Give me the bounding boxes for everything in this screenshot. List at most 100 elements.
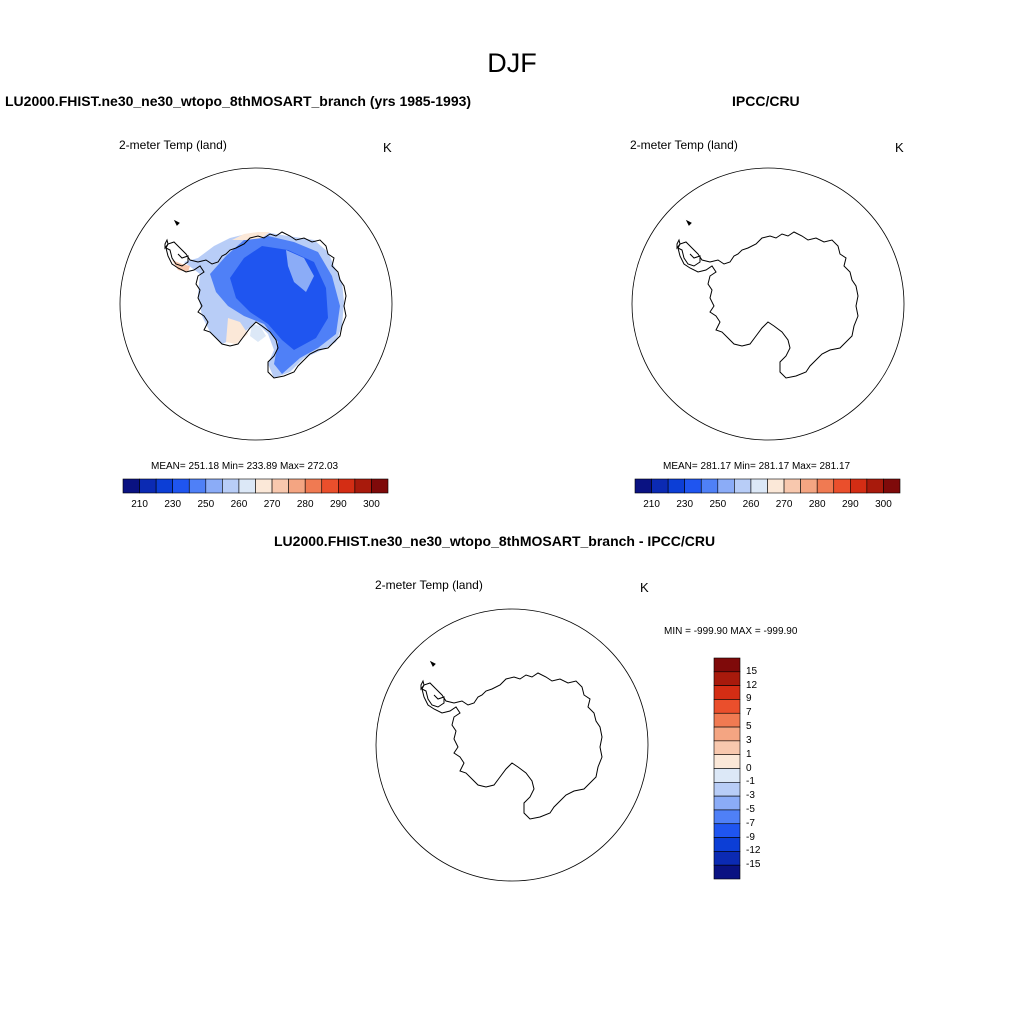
panel-3-colorbar-tick-label: -1 — [746, 776, 755, 788]
panel-3-colorbar-tick-label: 3 — [746, 734, 752, 746]
panel-1-units-label: K — [383, 140, 392, 155]
panel-3-colorbar — [713, 657, 741, 880]
panel-3-colorbar-tick-label: -9 — [746, 831, 755, 843]
panel-2-colorbar-tick-label: 210 — [643, 499, 660, 510]
panel-1-peninsula-coastline — [165, 247, 189, 267]
panel-1-colorbar-box — [288, 478, 306, 494]
panel-1-colorbar-box — [188, 478, 207, 494]
panel-2-colorbar-tick-label: 290 — [841, 499, 859, 510]
panel-1-temperature-fill-region-8 — [250, 324, 266, 342]
panel-2-island-outline — [676, 238, 681, 250]
panel-2-variable-label: 2-meter Temp (land) — [630, 138, 738, 152]
panel-3-colorbar-box — [713, 837, 741, 852]
panel-3-colorbar-labels: 15 12 9 7 5 3 1 0 -1 -3 -5 -7 -9 -12 -15 — [746, 658, 786, 879]
panel-1-colorbar-box — [371, 478, 389, 494]
panel-1-colorbar-box — [155, 478, 173, 494]
panel-3-colorbar-box — [713, 671, 741, 686]
panel-1-colorbar-labels: 210 230 250 260 270 280 290 300 — [123, 499, 388, 513]
panel-1-temperature-fill-region-6 — [232, 232, 270, 240]
panel-3-peninsula-coastline — [421, 688, 445, 708]
panel-1-colorbar-tick-label: 260 — [230, 499, 248, 510]
panel-2-colorbar-box — [634, 478, 652, 494]
panel-1-colorbar-box — [172, 478, 190, 494]
panel-1-temperature-fill-region-4 — [286, 250, 314, 292]
panel-1-stats: MEAN= 251.18 Min= 233.89 Max= 272.03 — [151, 461, 339, 472]
panel-1-colorbar-box — [205, 478, 223, 494]
panel-1-colorbar-box — [255, 478, 273, 494]
panel-2-colorbar-box — [651, 478, 669, 494]
panel-3-colorbar-box — [713, 864, 741, 880]
panel-2-title: IPCC/CRU — [732, 93, 800, 109]
panel-3-colorbar-box — [713, 851, 741, 866]
panel-3-colorbar-box — [713, 712, 741, 728]
panel-1-colorbar-tick-label: 280 — [296, 499, 314, 510]
panel-2-colorbar-box — [883, 478, 901, 494]
panel-3-colorbar-tick-label: 12 — [746, 679, 758, 691]
panel-3-colorbar-tick-label: 5 — [746, 721, 752, 733]
panel-1-colorbar-tick-label: 270 — [263, 499, 281, 510]
panel-3-antarctica-coastline — [421, 672, 603, 820]
page-title: DJF — [487, 48, 537, 78]
panel-3-colorbar-tick-label: -5 — [746, 803, 755, 815]
panel-1-colorbar-box — [238, 478, 256, 494]
panel-2-colorbar-box — [684, 478, 702, 494]
panel-3-colorbar-tick-label: -3 — [746, 790, 755, 802]
panel-2-peninsula-coastline — [677, 247, 701, 267]
panel-2-colorbar-box — [866, 478, 884, 494]
panel-3-colorbar-box — [713, 699, 741, 714]
panel-1-colorbar-box — [338, 478, 356, 494]
panel-2-colorbar-tick-label: 250 — [709, 499, 727, 510]
panel-2-map — [631, 167, 905, 441]
panel-3-colorbar-tick-label: 0 — [746, 762, 752, 774]
panel-2-colorbar-box — [700, 478, 719, 494]
panel-1-colorbar-tick-label: 210 — [131, 499, 148, 510]
panel-3-map-boundary-circle — [375, 608, 649, 882]
panel-3-island-dot — [429, 660, 436, 667]
panel-3-colorbar-box — [713, 740, 741, 755]
panel-3-colorbar-tick-label: -12 — [746, 845, 761, 857]
panel-3-colorbar-box — [713, 809, 741, 825]
panel-3-island-outline — [420, 679, 425, 691]
panel-3-title: LU2000.FHIST.ne30_ne30_wtopo_8thMOSART_b… — [274, 533, 716, 549]
panel-1-colorbar — [122, 478, 389, 494]
panel-2-colorbar-box — [783, 478, 801, 494]
panel-3-colorbar-tick-label: 15 — [746, 665, 758, 677]
panel-3-colorbar-tick-label: -15 — [746, 859, 761, 871]
panel-2-colorbar-box — [816, 478, 835, 494]
panel-2-colorbar-tick-label: 270 — [775, 499, 793, 510]
panel-1-colorbar-box — [271, 478, 289, 494]
panel-1-colorbar-box — [304, 478, 323, 494]
panel-1-colorbar-box — [321, 478, 339, 494]
panel-1-colorbar-tick-label: 290 — [329, 499, 347, 510]
panel-1-variable-label: 2-meter Temp (land) — [119, 138, 227, 152]
panel-2-colorbar-box — [800, 478, 818, 494]
panel-1-island-dot — [173, 219, 180, 226]
panel-1-colorbar-tick-label: 250 — [197, 499, 215, 510]
panel-2-colorbar-tick-label: 260 — [742, 499, 760, 510]
panel-3-colorbar-box — [713, 754, 741, 769]
panel-3-map — [375, 608, 649, 882]
panel-1-colorbar-tick-label: 230 — [164, 499, 182, 510]
panel-2-colorbar — [634, 478, 901, 494]
panel-2-colorbar-tick-label: 280 — [808, 499, 826, 510]
panel-3-colorbar-box — [713, 685, 741, 700]
panel-3-colorbar-box — [713, 782, 741, 797]
panel-1-colorbar-box — [222, 478, 240, 494]
panel-1-colorbar-box — [139, 478, 157, 494]
panel-3-units-label: K — [640, 580, 649, 595]
panel-3-colorbar-tick-label: 9 — [746, 693, 752, 705]
panel-2-antarctica-coastline — [677, 231, 859, 379]
panel-1-map — [119, 167, 393, 441]
panel-1-colorbar-box — [354, 478, 372, 494]
panel-1-title: LU2000.FHIST.ne30_ne30_wtopo_8thMOSART_b… — [5, 93, 472, 109]
panel-3-colorbar-tick-label: 1 — [746, 748, 752, 760]
panel-2-colorbar-labels: 210 230 250 260 270 280 290 300 — [635, 499, 900, 513]
panel-1-map-boundary-circle — [119, 167, 393, 441]
panel-3-variable-label: 2-meter Temp (land) — [375, 578, 483, 592]
panel-2-colorbar-tick-label: 300 — [875, 499, 892, 510]
panel-2-colorbar-box — [750, 478, 768, 494]
panel-2-colorbar-box — [667, 478, 685, 494]
panel-2-stats: MEAN= 281.17 Min= 281.17 Max= 281.17 — [663, 461, 851, 472]
panel-1-colorbar-tick-label: 300 — [363, 499, 380, 510]
panel-1-colorbar-box — [122, 478, 140, 494]
